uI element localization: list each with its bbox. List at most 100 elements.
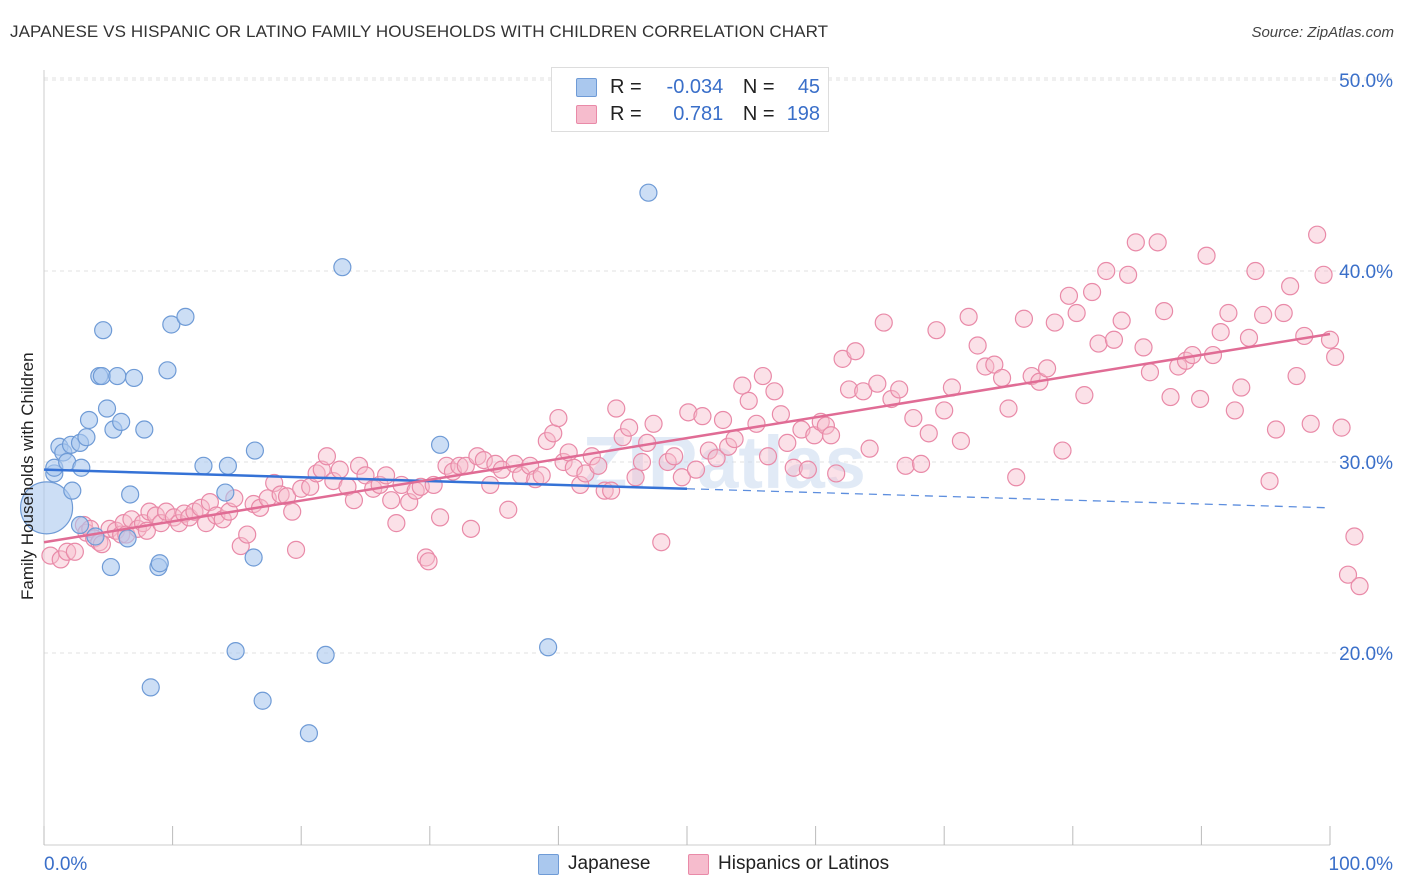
hispanic-point bbox=[854, 382, 873, 401]
japanese-point bbox=[112, 412, 131, 431]
hispanic-point bbox=[1059, 286, 1079, 305]
japanese-legend-label: Japanese bbox=[568, 853, 651, 874]
hispanic-point bbox=[1126, 233, 1145, 252]
japanese-point bbox=[19, 481, 74, 535]
hispanic-point bbox=[672, 468, 691, 487]
hispanic-point bbox=[238, 525, 257, 544]
hispanic-point bbox=[699, 441, 718, 460]
hispanic-point bbox=[607, 399, 626, 418]
hispanic-point bbox=[613, 428, 632, 447]
hispanic-point bbox=[860, 439, 879, 458]
tick-labels: 20.0% 30.0% 40.0% 50.0% 0.0% 100.0% bbox=[44, 71, 1393, 875]
japanese-point bbox=[86, 527, 105, 546]
hispanic-n-value: 198 bbox=[786, 103, 821, 125]
hispanic-point bbox=[1089, 334, 1108, 353]
japanese-point bbox=[218, 456, 237, 475]
hispanic-point bbox=[919, 424, 938, 443]
hispanic-point bbox=[839, 380, 859, 399]
hispanic-point bbox=[632, 452, 652, 472]
japanese-point bbox=[430, 435, 450, 454]
trend-lines bbox=[43, 332, 1331, 544]
hispanic-point bbox=[927, 321, 946, 340]
hispanic-point bbox=[739, 391, 758, 410]
hispanic-point bbox=[330, 460, 349, 479]
hispanic-point bbox=[265, 473, 284, 493]
japanese-point bbox=[108, 366, 127, 386]
hispanic-point bbox=[317, 447, 337, 466]
hispanic-point bbox=[1295, 326, 1314, 346]
hispanic-point bbox=[1211, 323, 1230, 342]
x-tick-label-min: 0.0% bbox=[44, 854, 87, 875]
hispanic-point bbox=[1191, 389, 1210, 409]
hispanic-point bbox=[1045, 313, 1064, 332]
hispanic-point bbox=[537, 431, 556, 451]
japanese-n-label: N = bbox=[742, 76, 775, 98]
hispanic-point bbox=[602, 481, 621, 500]
hispanic-point bbox=[753, 366, 772, 386]
japanese-point bbox=[245, 441, 265, 460]
hispanic-point bbox=[747, 414, 766, 433]
hispanic-r-label: R = bbox=[610, 103, 642, 125]
japanese-legend-swatch bbox=[538, 854, 559, 875]
japanese-point bbox=[77, 428, 96, 447]
hispanic-point bbox=[874, 313, 893, 332]
hispanic-swatch bbox=[576, 105, 597, 124]
hispanic-point bbox=[890, 380, 909, 399]
hispanic-point bbox=[1225, 401, 1244, 420]
chart-title: JAPANESE VS HISPANIC OR LATINO FAMILY HO… bbox=[10, 22, 829, 41]
hispanic-point bbox=[620, 418, 639, 437]
japanese-point bbox=[194, 456, 213, 475]
hispanic-point bbox=[976, 357, 995, 376]
y-tick-label: 30.0% bbox=[1339, 453, 1393, 474]
hispanic-point bbox=[827, 464, 846, 483]
hispanic-point bbox=[1075, 386, 1094, 405]
hispanic-point bbox=[1274, 303, 1293, 323]
japanese-point bbox=[63, 481, 82, 500]
hispanic-point bbox=[985, 355, 1004, 374]
japanese-n-value: 45 bbox=[797, 76, 821, 98]
hispanic-point bbox=[1246, 261, 1265, 281]
hispanic-point bbox=[58, 542, 77, 561]
hispanic-point bbox=[713, 410, 733, 430]
hispanic-point bbox=[693, 407, 712, 426]
japanese-trend-extension bbox=[686, 488, 1331, 509]
hispanic-point bbox=[1254, 305, 1273, 325]
hispanic-point bbox=[868, 374, 887, 393]
hispanic-point bbox=[1326, 347, 1345, 367]
hispanic-point bbox=[992, 368, 1012, 388]
hispanic-point bbox=[1260, 472, 1279, 491]
hispanic-point bbox=[481, 475, 500, 495]
hispanic-point bbox=[1014, 309, 1034, 328]
hispanic-legend-label: Hispanics or Latinos bbox=[718, 853, 890, 874]
hispanic-point bbox=[1239, 328, 1259, 347]
hispanic-point bbox=[846, 342, 865, 361]
japanese-point bbox=[216, 483, 235, 502]
japanese-point bbox=[135, 420, 154, 439]
japanese-point bbox=[97, 399, 117, 418]
hispanic-point bbox=[549, 408, 568, 428]
hispanic-point bbox=[951, 431, 971, 451]
japanese-point bbox=[299, 724, 319, 743]
hispanic-point bbox=[1067, 303, 1086, 323]
hispanic-point bbox=[1197, 246, 1216, 265]
hispanic-point bbox=[286, 540, 306, 559]
hispanic-point bbox=[1037, 359, 1057, 378]
y-tick-label: 20.0% bbox=[1339, 644, 1393, 665]
hispanic-point bbox=[999, 399, 1018, 418]
hispanic-point bbox=[1082, 282, 1102, 302]
hispanic-point bbox=[1332, 418, 1351, 437]
hispanic-point bbox=[1148, 233, 1167, 252]
japanese-point bbox=[162, 315, 181, 334]
hispanic-point bbox=[816, 416, 835, 435]
japanese-point bbox=[244, 548, 263, 567]
hispanic-point bbox=[419, 552, 438, 571]
hispanic-point bbox=[1140, 363, 1160, 382]
hispanic-point bbox=[1308, 225, 1327, 244]
hispanic-point bbox=[461, 519, 481, 538]
hispanic-point bbox=[1112, 311, 1131, 330]
japanese-point bbox=[92, 366, 111, 386]
hispanic-point bbox=[778, 433, 797, 452]
japanese-point bbox=[150, 554, 169, 573]
japanese-point bbox=[158, 361, 177, 380]
